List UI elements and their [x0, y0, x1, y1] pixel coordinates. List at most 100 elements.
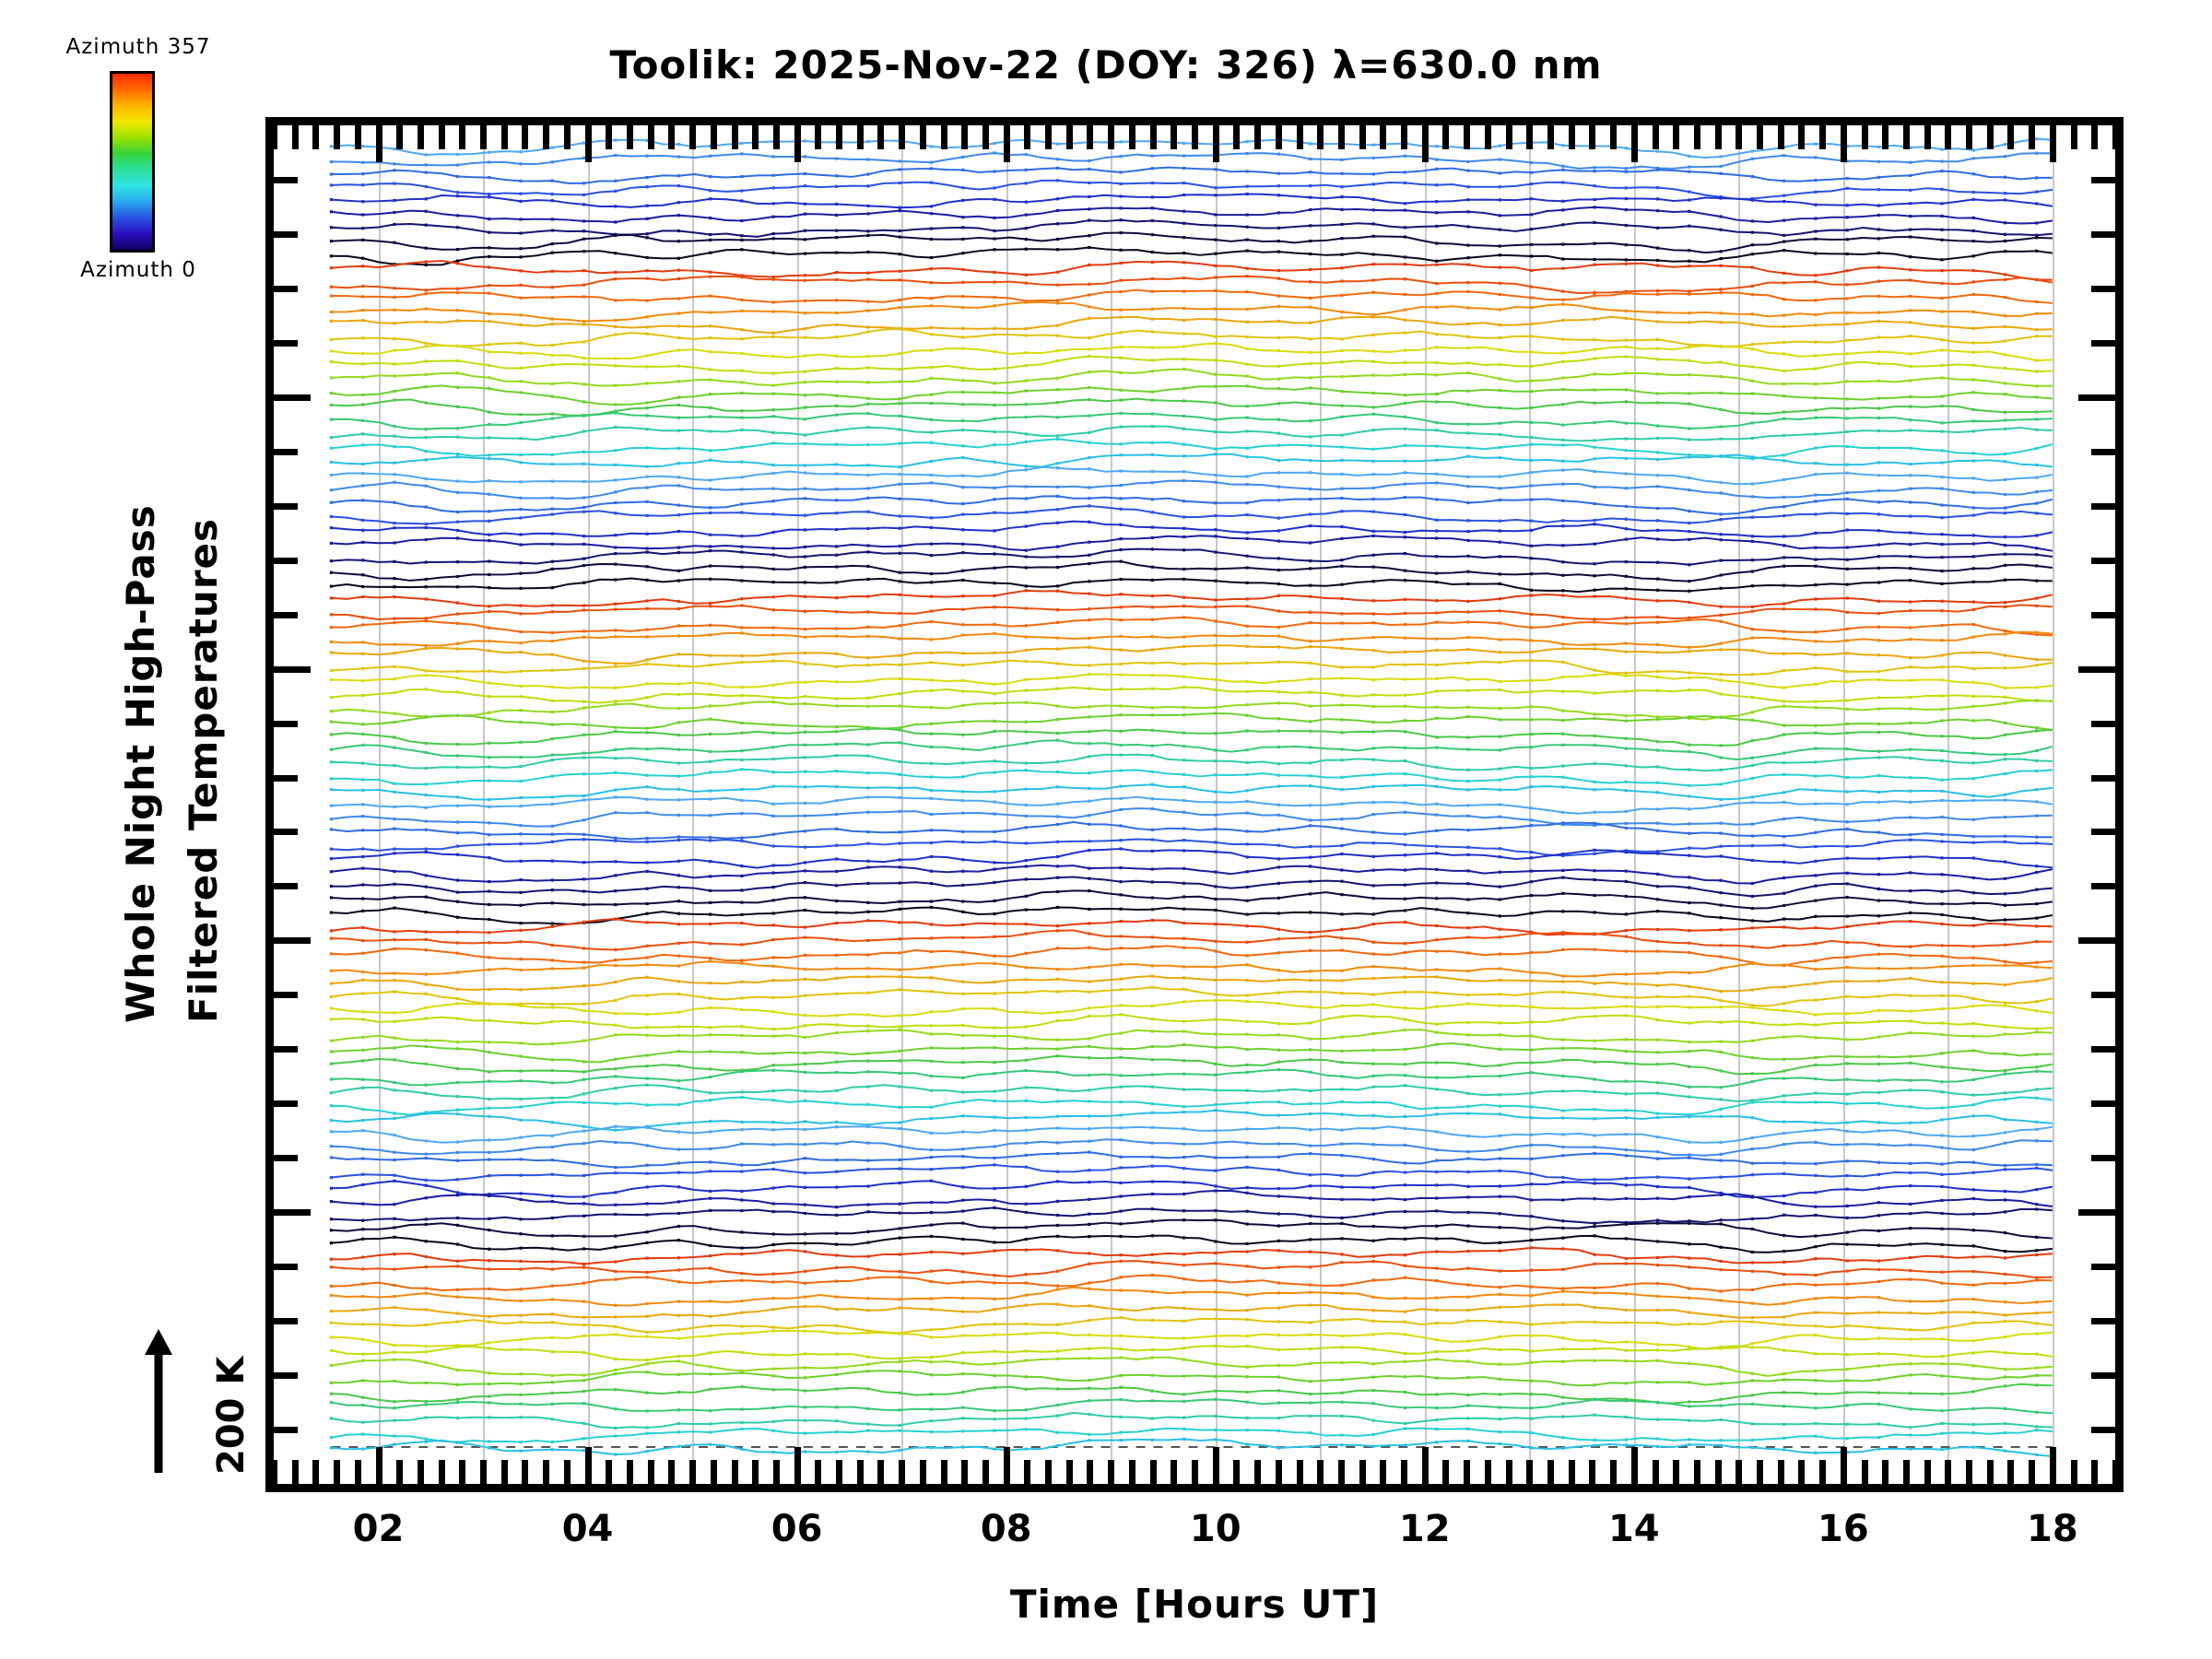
trace-marker [614, 1212, 618, 1217]
trace-marker [1371, 1074, 1375, 1077]
trace-marker [771, 723, 775, 726]
trace-marker [1088, 742, 1091, 746]
trace-line [331, 768, 2053, 787]
trace-marker [1783, 772, 1786, 777]
trace-marker [645, 1330, 649, 1335]
trace-marker [1309, 892, 1312, 896]
trace-marker [1466, 768, 1470, 771]
trace-marker [519, 669, 523, 673]
trace-marker [1309, 704, 1312, 708]
trace-marker [2003, 1141, 2007, 1145]
trace-marker [898, 380, 901, 383]
trace-line [331, 727, 2053, 747]
trace-marker [1750, 457, 1754, 461]
trace-marker [550, 296, 554, 300]
trace-marker [1655, 186, 1660, 190]
trace-marker [1498, 638, 1501, 641]
trace-marker [1403, 772, 1407, 776]
trace-marker [835, 697, 839, 700]
trace-marker [1340, 582, 1344, 586]
trace-marker [993, 1046, 996, 1050]
trace-marker [361, 1010, 365, 1014]
trace-marker [1403, 663, 1407, 666]
trace-marker [1940, 856, 1944, 860]
trace-marker [1750, 149, 1754, 153]
trace-marker [645, 532, 649, 535]
trace-marker [709, 506, 712, 510]
trace-marker [1466, 882, 1470, 886]
trace-marker [1845, 269, 1849, 273]
trace-marker [898, 1144, 901, 1148]
trace-marker [1466, 635, 1470, 640]
trace-marker [1971, 963, 1975, 968]
trace-marker [1024, 660, 1028, 664]
trace-marker [1309, 690, 1312, 694]
trace-marker [645, 747, 649, 751]
trace-marker [1814, 666, 1818, 670]
trace-marker [329, 514, 334, 519]
trace-marker [1593, 668, 1596, 672]
trace-marker [1783, 154, 1786, 158]
trace-marker [1655, 1051, 1660, 1054]
trace-marker [1150, 1261, 1154, 1265]
trace-marker [329, 982, 334, 985]
trace-marker [519, 650, 523, 654]
trace-marker [614, 1303, 618, 1307]
trace-marker [771, 1027, 775, 1031]
trace-marker [898, 414, 901, 418]
trace-marker [866, 967, 870, 971]
trace-line [331, 807, 2053, 828]
trace-marker [1435, 498, 1439, 501]
trace-marker [1466, 1002, 1470, 1006]
trace-marker [1750, 945, 1754, 948]
trace-marker [1403, 1104, 1407, 1108]
trace-marker [1814, 774, 1818, 778]
trace-marker [1688, 616, 1691, 619]
trace-marker [1435, 1170, 1439, 1174]
trace-marker [898, 1298, 901, 1301]
trace-marker [709, 311, 712, 314]
trace-marker [1214, 908, 1218, 912]
trace-marker [1940, 1162, 1944, 1166]
trace-marker [361, 1118, 365, 1123]
trace-marker [709, 922, 712, 926]
trace-marker [1624, 1109, 1628, 1112]
trace-marker [1340, 310, 1344, 314]
trace-marker [677, 1025, 680, 1029]
trace-marker [361, 909, 365, 912]
trace-marker [1182, 1290, 1186, 1294]
trace-marker [2035, 1332, 2039, 1335]
trace-marker [2003, 314, 2007, 318]
trace-marker [1655, 1281, 1660, 1286]
trace-marker [1088, 705, 1091, 709]
trace-marker [645, 1241, 649, 1244]
trace-marker [614, 839, 618, 842]
trace-marker [1593, 485, 1596, 489]
trace-marker [1150, 1273, 1154, 1277]
trace-marker [1150, 713, 1154, 717]
trace-marker [993, 1297, 996, 1300]
trace-marker [1845, 1129, 1849, 1133]
colorbar-gradient-swatch [110, 71, 155, 253]
trace-marker [488, 756, 491, 759]
trace-marker [645, 406, 649, 410]
trace-marker [329, 720, 334, 724]
trace-marker [1498, 540, 1501, 544]
trace-marker [1498, 718, 1501, 722]
trace-marker [771, 746, 775, 749]
trace-marker [1119, 356, 1123, 359]
trace-marker [1593, 347, 1596, 351]
trace-marker [1593, 197, 1596, 202]
trace-marker [424, 537, 428, 542]
trace-marker [1371, 222, 1375, 226]
trace-marker [1593, 588, 1596, 592]
trace-marker [1624, 421, 1628, 425]
trace-line [331, 275, 2053, 294]
trace-marker [1783, 1282, 1786, 1287]
trace-marker [550, 736, 554, 741]
trace-marker [740, 1230, 744, 1234]
trace-marker [519, 437, 523, 441]
trace-marker [614, 1171, 618, 1175]
trace-marker [993, 1226, 996, 1230]
trace-marker [1750, 1161, 1754, 1165]
